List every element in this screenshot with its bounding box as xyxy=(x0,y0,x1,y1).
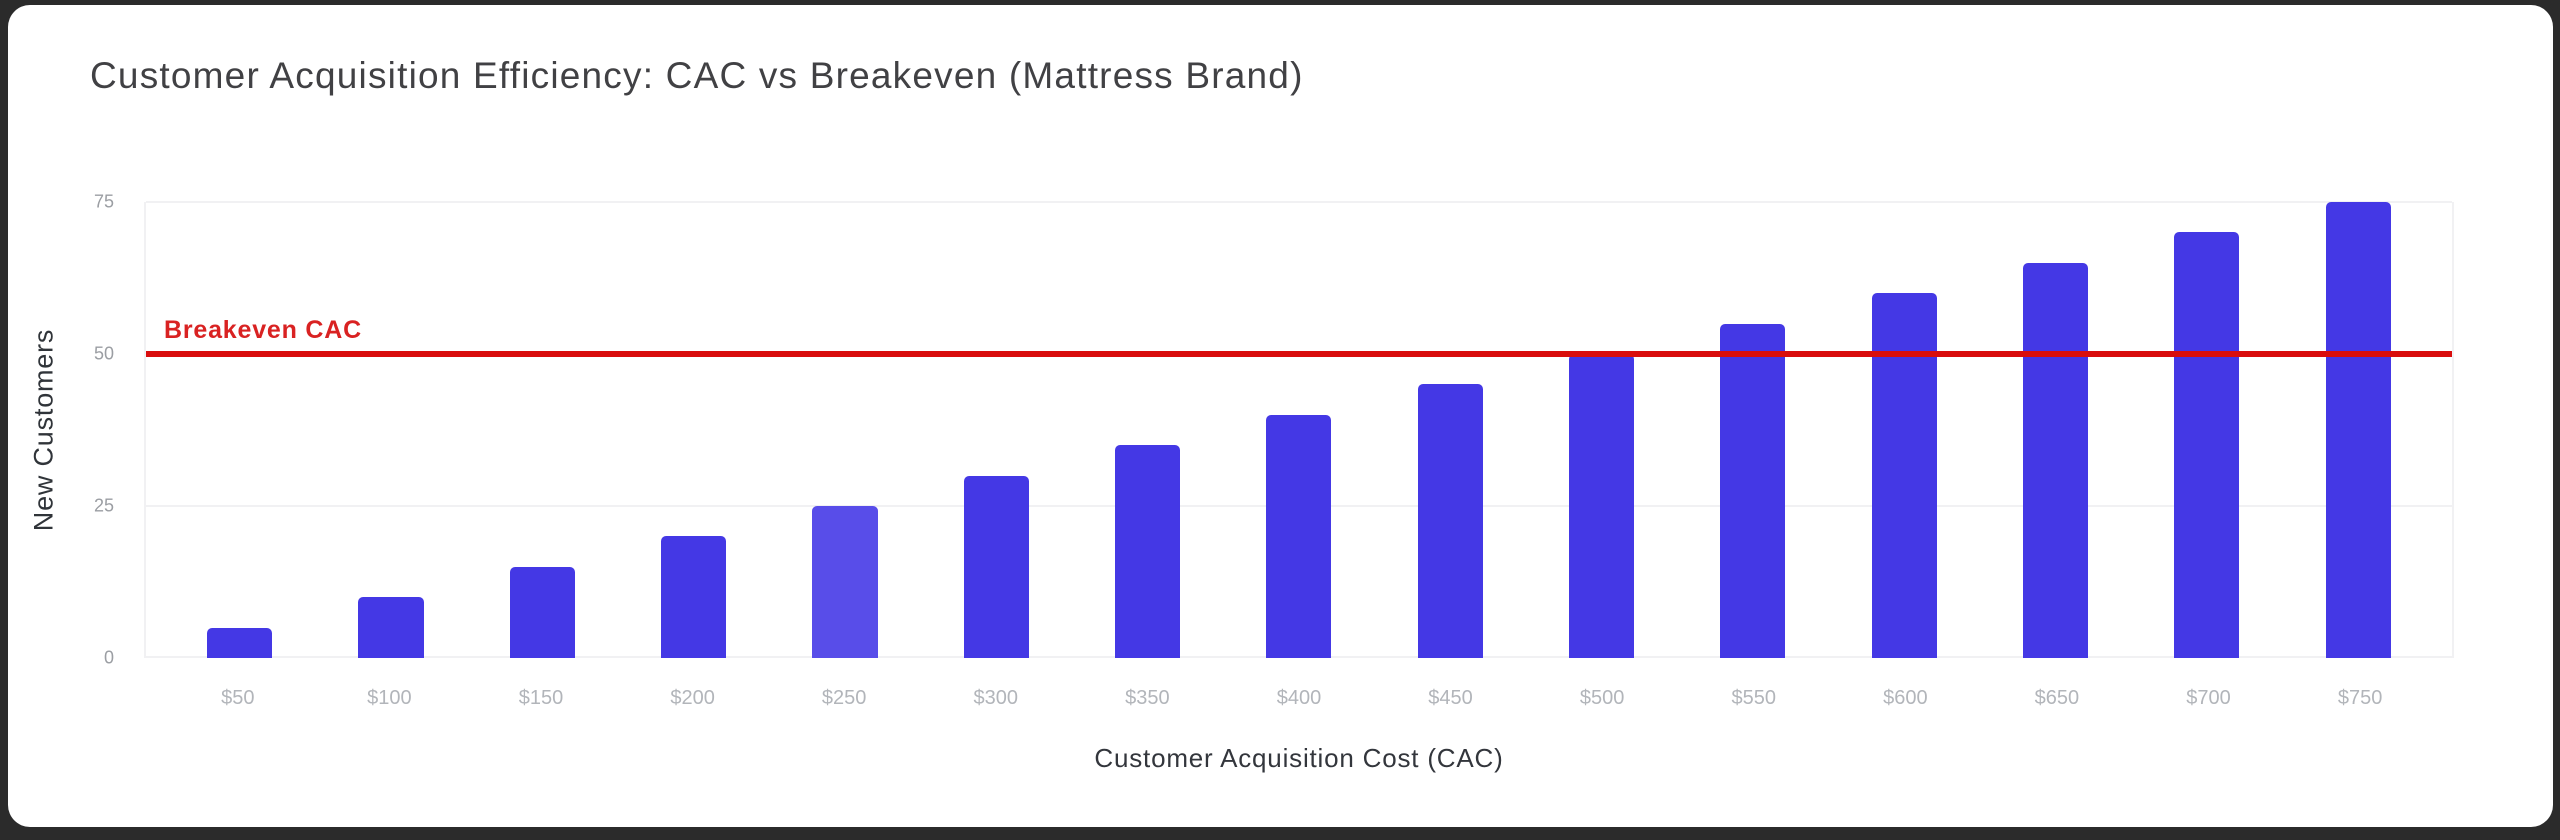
bar-band xyxy=(1980,202,2131,658)
y-tick-label: 25 xyxy=(93,495,114,516)
bar-band xyxy=(769,202,920,658)
y-tick-label: 50 xyxy=(93,343,114,364)
bar-band xyxy=(315,202,466,658)
bar-band xyxy=(467,202,618,658)
bar-band xyxy=(921,202,1072,658)
bar-$500[interactable] xyxy=(1569,354,1635,658)
plot-area: Breakeven CAC xyxy=(144,201,2454,658)
x-axis-tick-labels: $50 $100 $150 $200 $250 $300 $350 $400 $450 $500 $… xyxy=(144,687,2454,710)
bar-band xyxy=(1072,202,1223,658)
bar-$450[interactable] xyxy=(1417,384,1483,658)
x-tick-label: $400 xyxy=(1276,687,1322,709)
chart-card: Customer Acquisition Efficiency: CAC vs … xyxy=(8,5,2553,827)
y-tick-label: 0 xyxy=(103,647,114,668)
bar-$200[interactable] xyxy=(661,536,727,658)
x-tick-label: $450 xyxy=(1428,687,1473,709)
x-tick-label: $750 xyxy=(2337,687,2383,709)
bar-$100[interactable] xyxy=(358,597,424,658)
x-tick-label: $250 xyxy=(821,687,867,709)
x-axis-title: Customer Acquisition Cost (CAC) xyxy=(1094,743,1504,773)
bar-$300[interactable] xyxy=(963,475,1029,658)
x-tick-label: $350 xyxy=(1125,687,1170,709)
bar-$750[interactable] xyxy=(2325,202,2391,658)
bar-$650[interactable] xyxy=(2023,262,2089,658)
breakeven-line-label: Breakeven CAC xyxy=(164,316,362,345)
x-tick-label: $700 xyxy=(2186,687,2231,709)
x-tick-label: $500 xyxy=(1579,687,1625,709)
bar-band xyxy=(2131,202,2282,658)
bar-$600[interactable] xyxy=(1871,293,1937,658)
x-tick-label: $50 xyxy=(221,687,255,709)
y-axis-tick-labels: 0 25 50 75 xyxy=(8,192,114,668)
x-tick-label: $650 xyxy=(2034,687,2080,709)
bar-band xyxy=(1526,202,1677,658)
gridline xyxy=(146,201,2452,203)
x-tick-label: $600 xyxy=(1883,687,1928,709)
bar-band xyxy=(1375,202,1526,658)
bar-band xyxy=(1829,202,1980,658)
bar-$50[interactable] xyxy=(207,627,273,658)
x-tick-label: $300 xyxy=(973,687,1019,709)
chart-title: Customer Acquisition Efficiency: CAC vs … xyxy=(90,55,1304,96)
bar-band xyxy=(1223,202,1374,658)
x-tick-label: $150 xyxy=(518,687,564,709)
bar-$550[interactable] xyxy=(1720,323,1786,658)
bar-band xyxy=(2283,202,2434,658)
x-tick-label: $200 xyxy=(670,687,715,709)
y-tick-label: 75 xyxy=(93,191,114,212)
x-tick-label: $100 xyxy=(367,687,412,709)
bar-$700[interactable] xyxy=(2174,232,2240,658)
bar-band xyxy=(618,202,769,658)
bar-$150[interactable] xyxy=(509,566,575,658)
x-tick-label: $550 xyxy=(1731,687,1776,709)
bar-band xyxy=(164,202,315,658)
bar-band xyxy=(1677,202,1828,658)
bar-series xyxy=(146,202,2452,658)
breakeven-reference-line xyxy=(146,351,2452,358)
bar-$250[interactable] xyxy=(812,506,878,658)
bar-$400[interactable] xyxy=(1266,414,1332,658)
bar-$350[interactable] xyxy=(1115,445,1181,658)
